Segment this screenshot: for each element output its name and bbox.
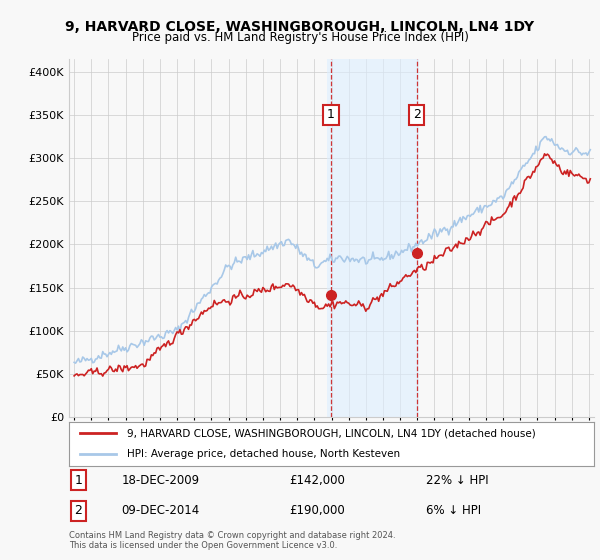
Bar bbox=[327, 59, 419, 417]
Text: 2: 2 bbox=[413, 109, 421, 122]
Text: 18-DEC-2009: 18-DEC-2009 bbox=[121, 474, 200, 487]
Text: 09-DEC-2014: 09-DEC-2014 bbox=[121, 504, 200, 517]
Text: 2: 2 bbox=[74, 504, 82, 517]
Text: 1: 1 bbox=[74, 474, 82, 487]
Text: £142,000: £142,000 bbox=[290, 474, 346, 487]
Text: 9, HARVARD CLOSE, WASHINGBOROUGH, LINCOLN, LN4 1DY (detached house): 9, HARVARD CLOSE, WASHINGBOROUGH, LINCOL… bbox=[127, 428, 536, 438]
Text: 1: 1 bbox=[327, 109, 335, 122]
Text: 22% ↓ HPI: 22% ↓ HPI bbox=[426, 474, 488, 487]
Text: 6% ↓ HPI: 6% ↓ HPI bbox=[426, 504, 481, 517]
Text: £190,000: £190,000 bbox=[290, 504, 345, 517]
Text: Price paid vs. HM Land Registry's House Price Index (HPI): Price paid vs. HM Land Registry's House … bbox=[131, 31, 469, 44]
Text: HPI: Average price, detached house, North Kesteven: HPI: Average price, detached house, Nort… bbox=[127, 449, 400, 459]
Text: Contains HM Land Registry data © Crown copyright and database right 2024.
This d: Contains HM Land Registry data © Crown c… bbox=[69, 531, 395, 550]
Text: 9, HARVARD CLOSE, WASHINGBOROUGH, LINCOLN, LN4 1DY: 9, HARVARD CLOSE, WASHINGBOROUGH, LINCOL… bbox=[65, 20, 535, 34]
